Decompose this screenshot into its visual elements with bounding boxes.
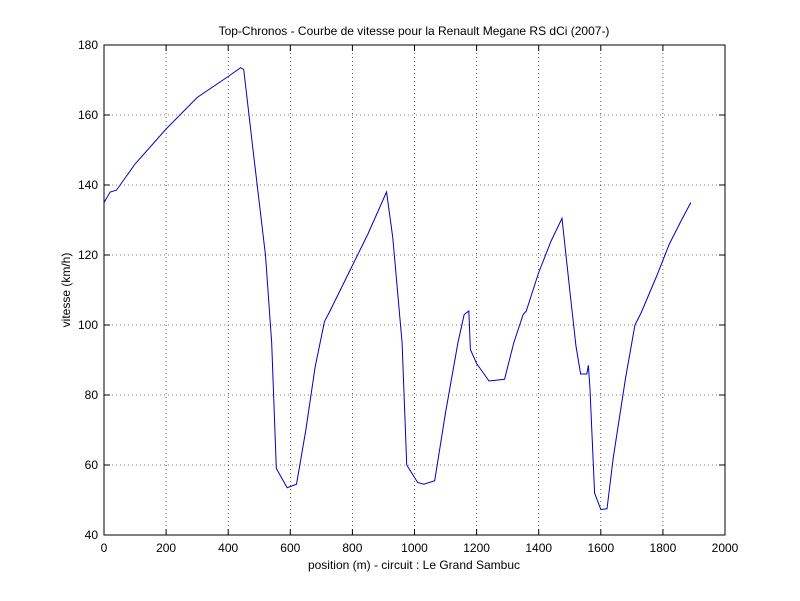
y-tick-label: 180 [78,38,98,52]
x-tick-label: 2000 [712,541,739,555]
y-tick-label: 120 [78,248,98,262]
y-tick-label: 60 [85,458,99,472]
x-axis-label: position (m) - circuit : Le Grand Sambuc [308,558,520,572]
x-tick-label: 400 [218,541,238,555]
y-tick-label: 40 [85,528,99,542]
plot-frame [103,44,726,536]
x-tick-label: 1400 [525,541,552,555]
x-tick-label: 0 [101,541,108,555]
y-tick-label: 140 [78,178,98,192]
chart-title: Top-Chronos - Courbe de vitesse pour la … [219,24,610,38]
x-tick-label: 600 [280,541,300,555]
x-tick-label: 200 [156,541,176,555]
y-tick-label: 100 [78,318,98,332]
x-tick-label: 1200 [463,541,490,555]
x-tick-label: 1600 [587,541,614,555]
y-tick-label: 160 [78,108,98,122]
x-tick-label: 800 [342,541,362,555]
y-axis-label: vitesse (km/h) [59,253,73,328]
speed-line [103,67,692,510]
x-tick-label: 1800 [650,541,677,555]
y-tick-label: 80 [85,388,99,402]
x-tick-label: 1000 [401,541,428,555]
